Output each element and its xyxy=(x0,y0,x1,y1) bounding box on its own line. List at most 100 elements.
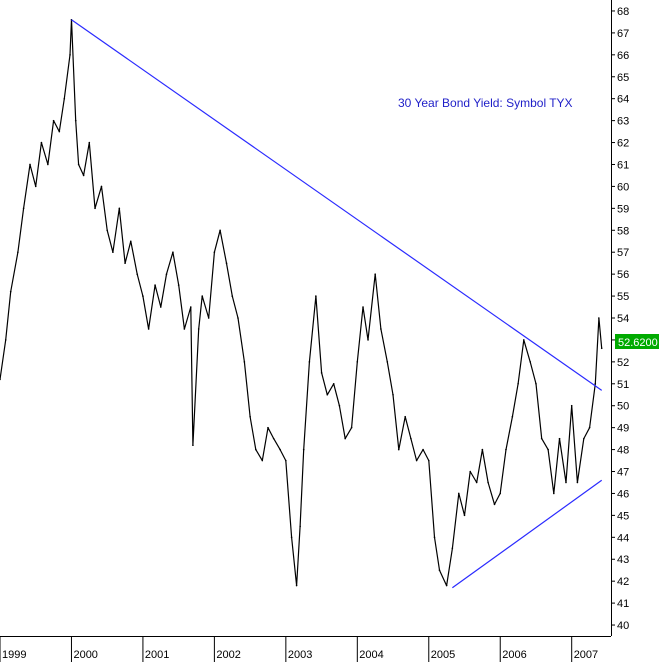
data-point xyxy=(547,448,549,451)
data-point xyxy=(279,448,281,451)
data-point xyxy=(219,229,221,232)
data-point xyxy=(147,328,150,330)
data-point xyxy=(481,448,484,451)
x-tick-label: 2005 xyxy=(431,649,455,661)
data-point xyxy=(397,448,400,451)
current-price-text: 52.6200 xyxy=(618,337,658,349)
x-axis: 1999 2000 2001 2002 2003 2004 2005 2006 2007 xyxy=(0,636,598,662)
y-tick-label: 67 xyxy=(617,28,629,40)
data-point xyxy=(427,459,430,462)
data-point xyxy=(237,317,239,319)
data-point xyxy=(438,569,441,572)
data-point xyxy=(124,262,126,264)
data-point xyxy=(457,492,460,495)
data-point xyxy=(594,382,597,385)
x-tick-label: 2007 xyxy=(574,649,598,661)
x-tick-label: 2002 xyxy=(216,649,240,661)
data-point xyxy=(34,185,37,188)
data-point xyxy=(558,437,561,440)
data-point xyxy=(540,437,543,440)
current-price-label: 52.6200 xyxy=(615,334,659,349)
data-point xyxy=(201,295,204,297)
data-point xyxy=(380,328,382,330)
data-point xyxy=(535,382,537,385)
y-tick-label: 66 xyxy=(617,50,629,62)
y-tick-label: 57 xyxy=(617,247,629,259)
data-point xyxy=(499,492,502,495)
y-tick-label: 49 xyxy=(617,423,629,435)
data-point xyxy=(94,207,96,210)
data-point xyxy=(433,536,436,539)
data-point xyxy=(118,207,121,210)
x-tick-label: 2003 xyxy=(288,649,312,661)
data-point xyxy=(392,393,394,396)
data-point xyxy=(112,251,114,254)
data-point xyxy=(362,306,364,308)
data-point xyxy=(47,163,49,166)
y-tick-label: 55 xyxy=(617,291,629,303)
data-point xyxy=(177,284,180,286)
data-point xyxy=(598,317,600,319)
data-point xyxy=(9,290,12,293)
data-point xyxy=(63,97,66,100)
data-point xyxy=(553,492,555,495)
data-point xyxy=(487,481,489,484)
data-point xyxy=(172,251,174,254)
data-point xyxy=(136,273,139,275)
y-tick-label: 52 xyxy=(617,357,629,369)
data-point xyxy=(197,328,200,330)
y-tick-label: 68 xyxy=(617,6,629,18)
data-point xyxy=(493,503,496,506)
data-point xyxy=(326,393,329,396)
data-point xyxy=(463,514,466,517)
x-tick-label: 2004 xyxy=(359,649,383,661)
y-axis: 4041424344454647484950515253545556575859… xyxy=(611,6,629,632)
data-point xyxy=(338,404,341,407)
y-tick-label: 40 xyxy=(617,620,629,632)
data-point xyxy=(58,130,61,133)
chart-title: 30 Year Bond Yield: Symbol TYX xyxy=(398,96,573,110)
current-price-box xyxy=(615,334,659,349)
data-point xyxy=(255,448,257,451)
data-point xyxy=(100,185,103,188)
data-point xyxy=(40,141,43,144)
y-tick-label: 65 xyxy=(617,72,629,84)
data-point xyxy=(583,437,585,440)
data-point xyxy=(600,347,603,350)
data-point xyxy=(290,536,293,539)
data-point xyxy=(422,448,424,451)
y-tick-label: 46 xyxy=(617,488,629,500)
data-point xyxy=(410,437,412,440)
y-tick-label: 42 xyxy=(617,576,629,588)
y-tick-label: 51 xyxy=(617,379,629,391)
data-point xyxy=(165,273,168,275)
data-point xyxy=(302,448,305,451)
data-point xyxy=(344,437,346,440)
data-point xyxy=(207,317,210,319)
x-tick-label: 1999 xyxy=(2,649,26,661)
data-point xyxy=(69,54,71,56)
y-tick-label: 63 xyxy=(617,116,629,128)
data-point xyxy=(315,295,317,297)
y-tick-label: 58 xyxy=(617,225,629,237)
data-point xyxy=(565,481,567,484)
data-point xyxy=(332,382,335,385)
data-point xyxy=(576,481,579,484)
y-tick-label: 44 xyxy=(617,532,629,544)
data-point xyxy=(52,119,55,122)
data-point xyxy=(386,361,389,363)
y-tick-label: 64 xyxy=(617,94,629,106)
data-point xyxy=(320,372,323,374)
data-point xyxy=(415,459,418,462)
data-point xyxy=(272,437,275,440)
data-point xyxy=(142,295,144,297)
x-tick-label: 2000 xyxy=(73,649,97,661)
data-point xyxy=(249,415,251,418)
y-tick-label: 59 xyxy=(617,203,629,215)
data-point xyxy=(511,415,514,418)
data-point xyxy=(517,382,519,385)
y-tick-label: 45 xyxy=(617,510,629,522)
data-point xyxy=(77,163,80,166)
data-point xyxy=(285,459,287,462)
data-point xyxy=(129,240,132,243)
